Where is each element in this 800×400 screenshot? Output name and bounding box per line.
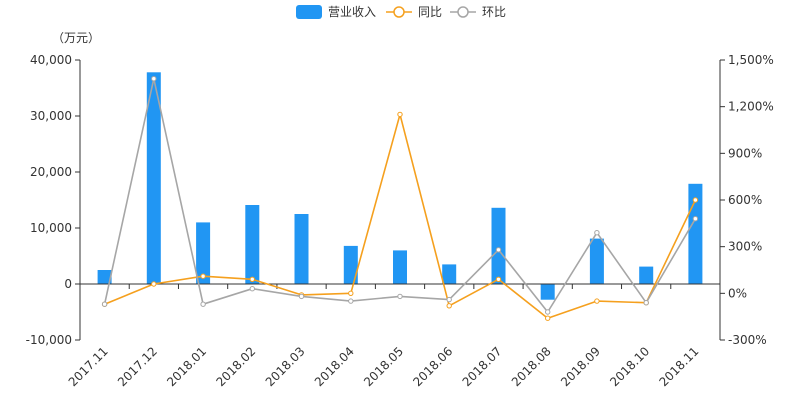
right-axis-tick-label: 900% — [728, 146, 762, 160]
point-mom-2018.11 — [692, 216, 699, 222]
axes: -10,000 0 10,000 20,000 30,000 40,000 -300% 0% 3… — [26, 53, 774, 389]
bar-2018.03 — [294, 214, 309, 284]
legend-label-yoy: 同比 — [418, 5, 442, 19]
left-axis-tick-label: 10,000 — [30, 221, 72, 235]
point-yoy-2018.01 — [200, 273, 206, 279]
bar-2018.09 — [589, 238, 604, 284]
bar-2017.11 — [97, 270, 112, 284]
x-axis-tick-label: 2017.11 — [66, 344, 111, 389]
x-axis-tick-label: 2018.05 — [361, 344, 406, 389]
bar-2018.07 — [491, 207, 506, 284]
bar-series — [97, 72, 703, 300]
point-yoy-2018.07 — [495, 276, 502, 282]
legend: 营业收入 同比 环比 — [296, 5, 506, 19]
x-axis-tick-label: 2018.06 — [410, 344, 455, 389]
left-axis-tick-label: 20,000 — [30, 165, 72, 179]
point-yoy-2018.09 — [594, 298, 600, 304]
legend-swatch-revenue — [296, 5, 322, 19]
x-axis-tick-label: 2018.03 — [263, 344, 308, 389]
point-yoy-2018.06 — [446, 303, 452, 309]
legend-marker-mom — [457, 6, 469, 18]
point-yoy-2018.08 — [545, 315, 551, 321]
point-yoy-2018.04 — [348, 290, 354, 296]
bar-2018.08 — [540, 284, 555, 300]
point-yoy-2018.02 — [249, 276, 256, 282]
bar-2018.02 — [245, 205, 260, 284]
right-axis-tick-label: 1,500% — [728, 53, 774, 67]
point-mom-2018.07 — [495, 247, 502, 253]
bar-2018.10 — [639, 266, 654, 284]
point-mom-2017.11 — [101, 301, 108, 307]
legend-label-revenue: 营业收入 — [328, 5, 376, 19]
bar-2017.12 — [146, 72, 161, 284]
point-mom-2018.03 — [298, 293, 305, 300]
left-axis-tick-label: -10,000 — [26, 333, 72, 347]
bar-2018.05 — [393, 250, 407, 284]
x-axis-tick-label: 2018.09 — [558, 344, 603, 389]
point-mom-2018.06 — [446, 296, 452, 303]
line-yoy — [104, 113, 697, 320]
point-yoy-2017.12 — [151, 281, 157, 287]
x-axis-tick-label: 2017.12 — [115, 344, 160, 389]
right-axis-tick-label: 1,200% — [728, 100, 774, 114]
left-axis-tick-label: 30,000 — [30, 109, 72, 123]
right-axis-tick-label: 300% — [728, 240, 762, 254]
point-yoy-2018.05 — [397, 111, 403, 118]
point-yoy-2018.11 — [692, 197, 699, 203]
bar-2018.06 — [442, 264, 457, 284]
x-axis-tick-label: 2018.11 — [657, 344, 702, 389]
x-axis-tick-label: 2018.02 — [213, 344, 258, 389]
x-axis-tick-label: 2018.07 — [460, 344, 505, 389]
left-axis-tick-label: 0 — [64, 277, 72, 291]
bar-2018.01 — [196, 222, 211, 284]
right-axis-tick-label: -300% — [728, 333, 767, 347]
legend-marker-yoy — [393, 6, 405, 18]
x-axis-tick-label: 2018.08 — [509, 344, 554, 389]
left-axis-tick-label: 40,000 — [30, 53, 72, 67]
x-axis-tick-label: 2018.04 — [312, 344, 357, 389]
right-axis-tick-label: 0% — [728, 286, 747, 300]
left-axis-unit-label: （万元） — [52, 31, 100, 45]
point-mom-2018.02 — [249, 286, 256, 292]
right-axis-tick-label: 600% — [728, 193, 762, 207]
line-series — [101, 76, 699, 321]
point-mom-2018.05 — [397, 293, 403, 300]
legend-label-mom: 环比 — [482, 5, 506, 19]
point-mom-2017.12 — [151, 76, 157, 82]
point-mom-2018.10 — [643, 300, 649, 306]
x-axis-tick-label: 2018.10 — [607, 344, 652, 389]
point-mom-2018.08 — [545, 309, 551, 315]
bar-2018.04 — [343, 245, 358, 284]
point-mom-2018.04 — [348, 298, 354, 304]
point-mom-2018.09 — [594, 230, 600, 236]
x-axis-tick-label: 2018.01 — [164, 344, 209, 389]
point-mom-2018.01 — [200, 301, 206, 307]
